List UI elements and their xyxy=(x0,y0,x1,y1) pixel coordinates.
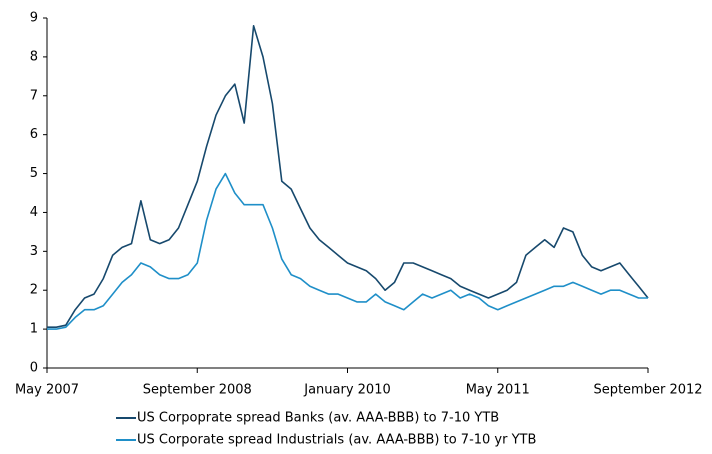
series-line xyxy=(47,25,649,328)
x-tick-label: May 2011 xyxy=(466,383,530,398)
y-tick-label: 6 xyxy=(30,127,38,142)
x-tick-label: September 2008 xyxy=(143,383,252,398)
series-line xyxy=(47,172,648,330)
x-tick-label: January 2010 xyxy=(303,383,391,398)
y-tick-label: 5 xyxy=(30,166,38,181)
y-tick-label: 2 xyxy=(30,283,38,298)
x-tick-label: September 2012 xyxy=(593,383,702,398)
y-tick-label: 1 xyxy=(30,322,38,337)
y-tick-label: 3 xyxy=(30,244,38,259)
y-tick-label: 4 xyxy=(30,205,38,220)
y-tick-label: 8 xyxy=(30,49,38,64)
y-tick-label: 7 xyxy=(30,88,38,103)
legend-label: US Corpoprate spread Banks (av. AAA-BBB)… xyxy=(137,411,499,426)
y-tick-label: 0 xyxy=(30,361,38,376)
legend-label: US Corporate spread Industrials (av. AAA… xyxy=(137,433,536,448)
y-tick-label: 9 xyxy=(30,11,38,26)
x-tick-label: May 2007 xyxy=(15,383,79,398)
